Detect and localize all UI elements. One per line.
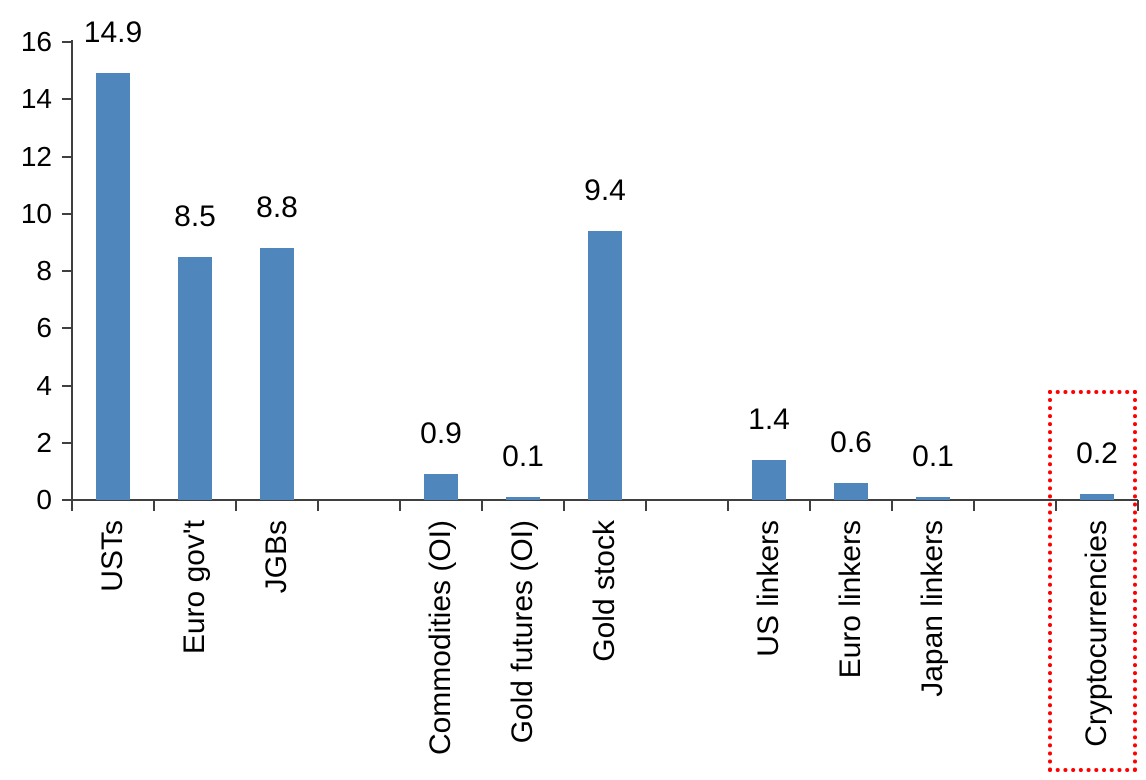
bar [96,73,130,500]
x-tick [71,500,73,511]
category-label: Japan linkers [916,520,949,697]
y-tick [62,270,72,272]
category-label: US linkers [752,520,785,657]
category-label: Euro linkers [834,520,867,679]
x-tick [317,500,319,511]
bar [178,256,212,500]
y-tick-label: 4 [36,369,52,401]
category-label: Commodities (OI) [424,520,457,756]
y-tick [62,212,72,215]
x-tick [1055,500,1057,511]
y-tick [62,41,72,43]
y-tick-label: 0 [36,484,52,515]
bar [588,230,622,500]
y-axis-line [71,40,73,501]
x-tick [1137,500,1139,511]
category-label: Gold stock [588,520,621,662]
y-tick-label: 16 [20,26,52,57]
bar-value-label: 0.1 [502,440,544,474]
x-tick [727,500,729,511]
x-tick [809,500,811,511]
bar-value-label: 1.4 [748,402,790,436]
bar-value-label: 8.5 [174,199,216,233]
bar-value-label: 0.2 [1076,437,1118,471]
bar-value-label: 8.8 [256,191,298,225]
bar-value-label: 9.4 [584,173,626,207]
x-tick [235,500,237,511]
bar [916,497,950,500]
bar [424,474,458,500]
x-tick [891,500,893,511]
y-tick-label: 12 [20,140,52,172]
x-tick [563,500,565,511]
bar [506,497,540,500]
x-tick [645,500,647,511]
x-tick [481,500,483,511]
y-tick [62,327,72,330]
bar [1080,494,1114,500]
x-tick [973,500,975,511]
y-tick [62,441,72,444]
x-tick [153,500,155,511]
x-axis-line [71,499,1138,501]
bar [260,248,294,500]
category-label: JGBs [260,520,293,594]
y-tick-label: 6 [36,312,52,344]
bar [752,459,786,500]
bar-value-label: 14.9 [83,16,143,50]
y-tick-label: 10 [20,197,52,229]
y-tick [62,98,72,101]
y-tick-label: 8 [36,255,52,286]
y-tick-label: 2 [36,426,52,458]
bar-value-label: 0.1 [912,440,954,474]
y-tick [62,155,72,158]
bar-value-label: 0.6 [830,425,872,459]
category-label: USTs [96,520,129,592]
bar [834,482,868,500]
x-tick [399,500,401,511]
y-tick [62,499,72,501]
y-tick [62,384,72,387]
bar-value-label: 0.9 [420,417,462,451]
highlight-box [1048,390,1137,772]
category-label: Gold futures (OI) [506,520,539,744]
category-label: Euro gov't [178,520,211,655]
y-tick-label: 14 [20,83,52,115]
